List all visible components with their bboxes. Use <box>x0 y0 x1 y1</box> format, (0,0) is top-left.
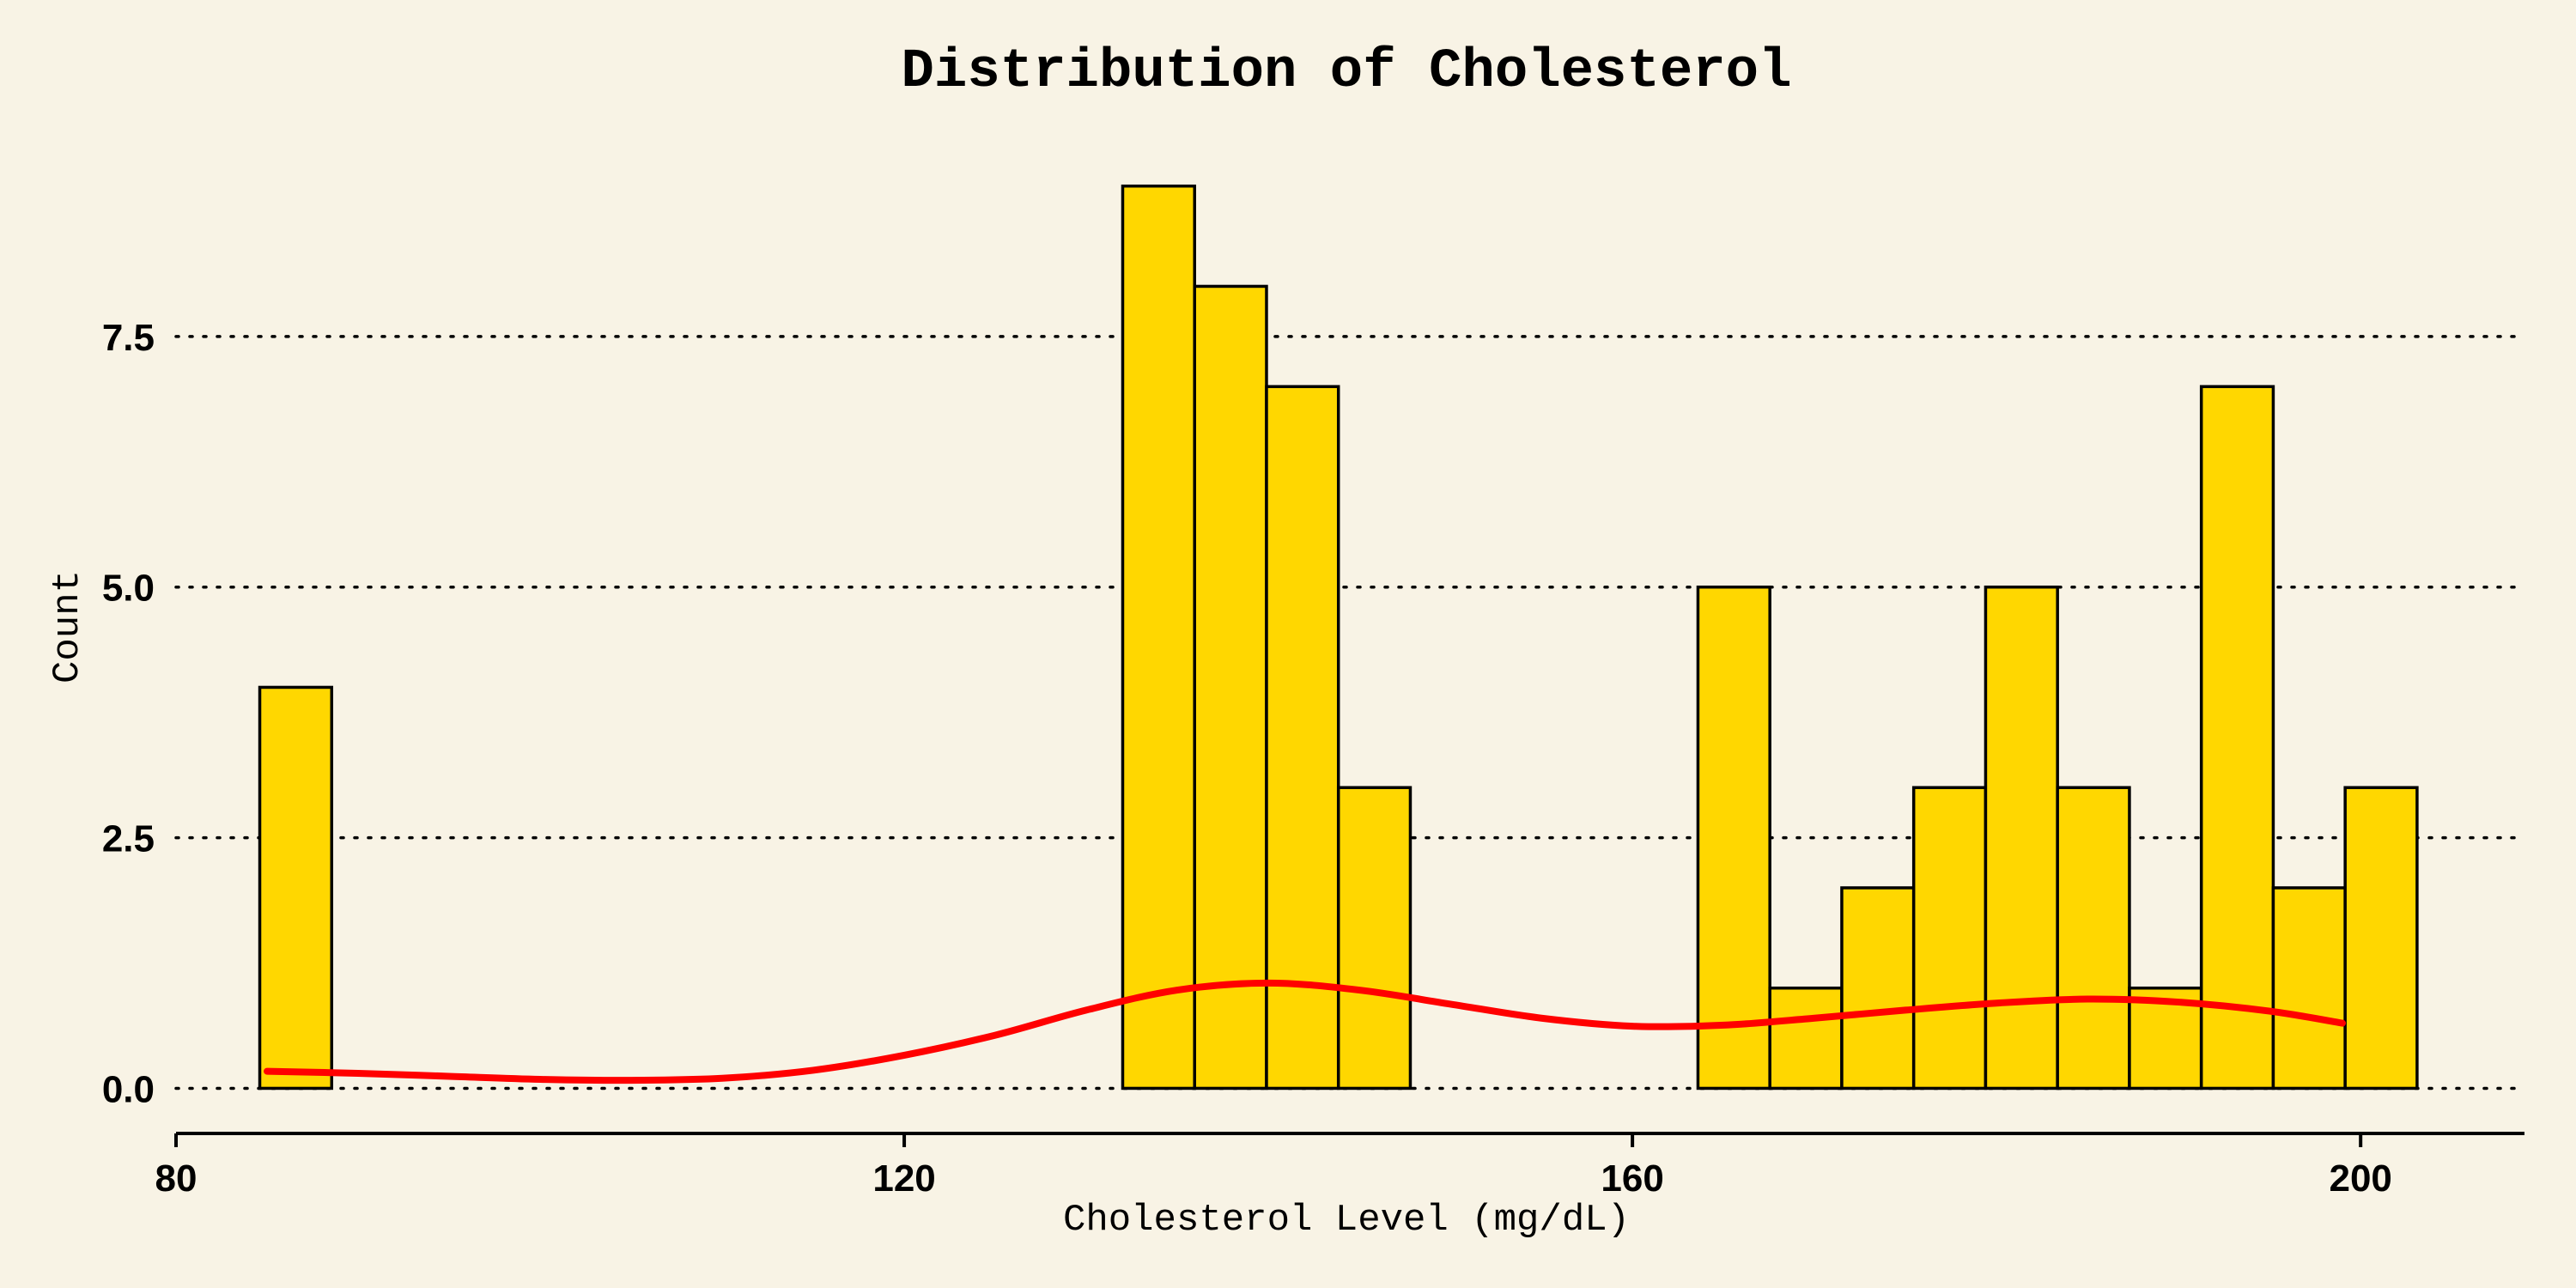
histogram-bar-8 <box>1911 786 1988 1091</box>
histogram-bar-12 <box>2199 385 2275 1091</box>
histogram-bar-13 <box>2271 886 2347 1091</box>
histogram-bar-7 <box>1840 886 1916 1091</box>
histogram-bar-10 <box>2056 786 2131 1091</box>
histogram-bar-14 <box>2343 786 2419 1091</box>
histogram-bar-9 <box>1984 585 2059 1091</box>
chart-title: Distribution of Cholesterol <box>902 41 1792 103</box>
histogram-bar-3 <box>1265 385 1340 1091</box>
histogram-bar-2 <box>1193 284 1268 1091</box>
y-axis-ticks: 0.0 2.5 5.0 7.5 <box>102 317 155 1111</box>
x-axis-ticks: 80 120 160 200 <box>155 1133 2392 1200</box>
x-tick-label-3: 200 <box>2329 1157 2391 1200</box>
kde-curve <box>264 979 2346 1084</box>
histogram-bar-0 <box>258 685 334 1091</box>
x-tick-label-2: 160 <box>1601 1157 1663 1200</box>
histogram-bar-5 <box>1696 585 1771 1091</box>
y-axis-label: Count <box>46 570 89 683</box>
x-tick-label-1: 120 <box>872 1157 935 1200</box>
y-tick-label-3: 7.5 <box>102 317 155 359</box>
y-tick-label-1: 2.5 <box>102 818 155 860</box>
histogram-bar-6 <box>1768 986 1844 1091</box>
histogram-bar-4 <box>1336 786 1413 1091</box>
histogram-bars <box>258 184 2419 1091</box>
x-tick-label-0: 80 <box>155 1157 197 1200</box>
y-tick-label-2: 5.0 <box>102 568 155 610</box>
x-axis-label: Cholesterol Level (mg/dL) <box>1063 1199 1630 1242</box>
histogram-bar-1 <box>1121 184 1196 1091</box>
y-tick-label-0: 0.0 <box>102 1068 155 1110</box>
